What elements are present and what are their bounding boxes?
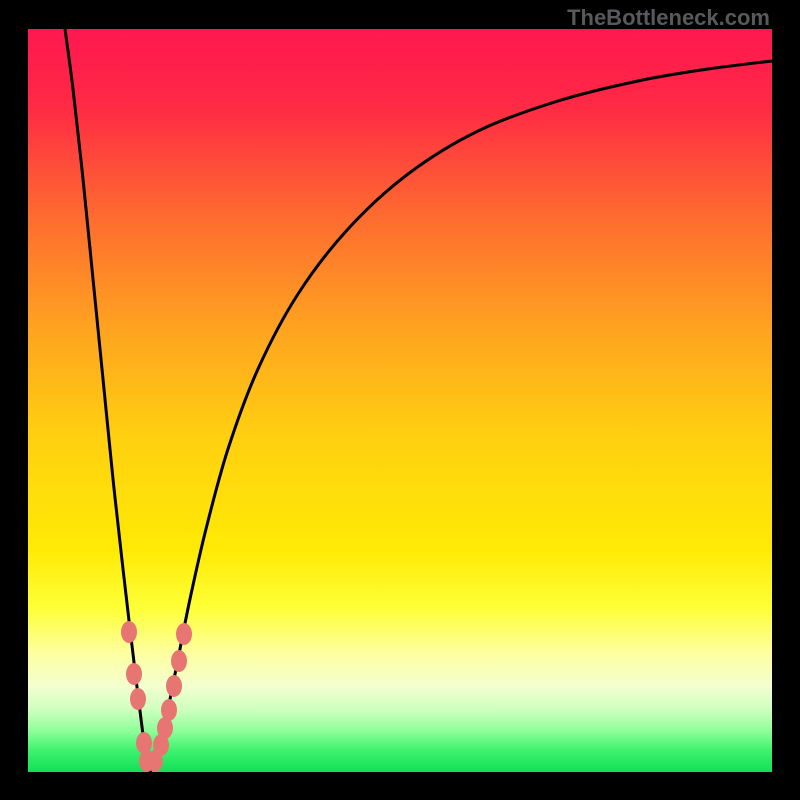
chart-frame: TheBottleneck.com [0,0,800,800]
marker-layer [28,29,772,772]
data-marker [126,663,142,685]
watermark-text: TheBottleneck.com [567,5,770,31]
data-marker [121,621,137,643]
data-marker [176,623,192,645]
data-marker [166,675,182,697]
data-marker [171,650,187,672]
plot-area [28,29,772,772]
data-marker [130,688,146,710]
data-marker [161,699,177,721]
